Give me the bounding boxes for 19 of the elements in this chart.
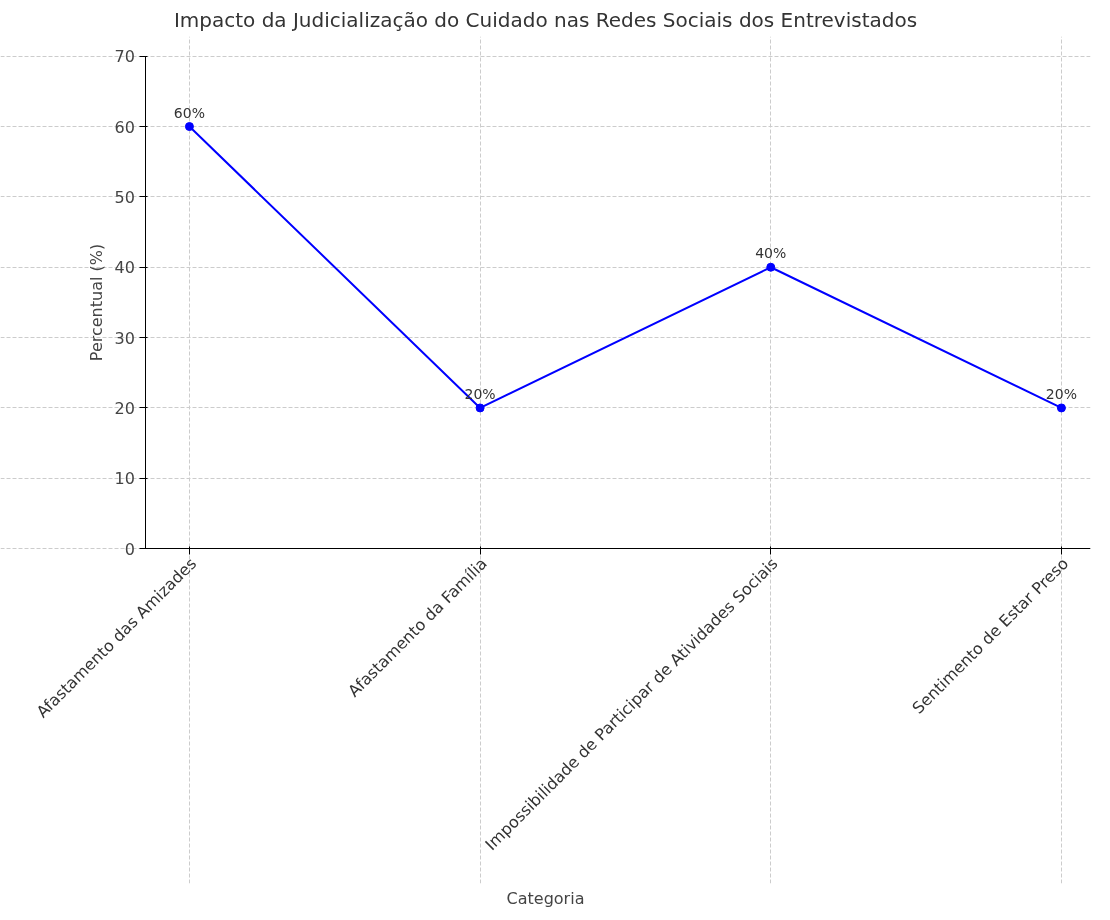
data-label: 60% <box>173 104 205 121</box>
data-label: 40% <box>755 245 787 262</box>
y-tick-label: 60 <box>114 117 135 137</box>
y-tick-label: 10 <box>114 469 135 489</box>
point <box>1056 403 1066 413</box>
y-tick-label: 20 <box>114 398 135 418</box>
data-label: 20% <box>464 385 496 402</box>
y-tick-label: 0 <box>124 539 135 559</box>
point <box>475 403 485 413</box>
point <box>766 262 776 272</box>
y-tick-label: 70 <box>114 47 135 67</box>
chart-title: Impacto da Judicialização do Cuidado nas Redes Sociais dos Entrevistados <box>173 7 918 32</box>
y-tick-label: 50 <box>114 187 135 207</box>
y-axis-title: Percentual (%) <box>87 243 107 362</box>
data-label: 20% <box>1045 385 1077 402</box>
x-axis-title: Categoria <box>506 888 585 908</box>
y-tick-label: 40 <box>114 258 135 278</box>
y-tick-label: 30 <box>114 328 135 348</box>
point <box>184 122 194 132</box>
